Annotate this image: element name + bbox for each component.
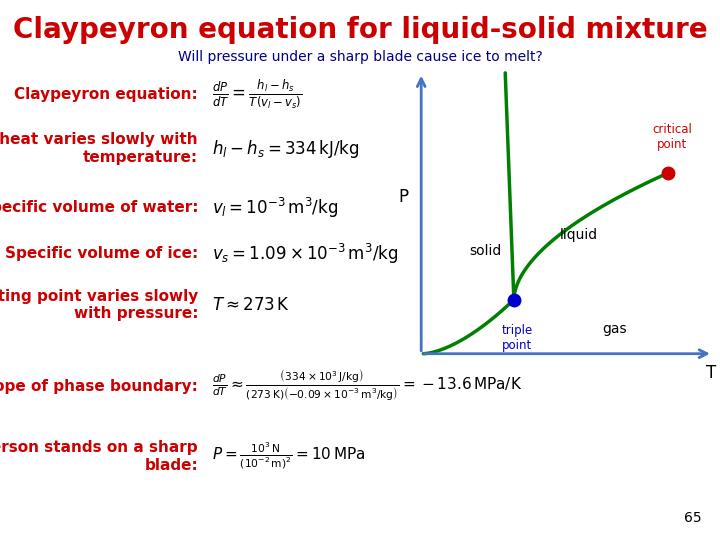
Text: specific volume of water:: specific volume of water: xyxy=(0,200,198,215)
Text: Latent heat varies slowly with
temperature:: Latent heat varies slowly with temperatu… xyxy=(0,132,198,165)
Text: $T \approx 273\,\mathrm{K}$: $T \approx 273\,\mathrm{K}$ xyxy=(212,296,291,314)
Text: $v_s = 1.09 \times 10^{-3}\,\mathrm{m^3/kg}$: $v_s = 1.09 \times 10^{-3}\,\mathrm{m^3/… xyxy=(212,242,399,266)
Text: $\frac{dP}{dT} \approx \frac{\left(334\times10^3\,\mathrm{J/kg}\right)}{\left(27: $\frac{dP}{dT} \approx \frac{\left(334\t… xyxy=(212,369,523,403)
Text: P: P xyxy=(398,188,408,206)
Text: 65: 65 xyxy=(685,511,702,525)
Text: Specific volume of ice:: Specific volume of ice: xyxy=(5,246,198,261)
Text: $\frac{dP}{dT} = \frac{h_l-h_s}{T(v_l-v_s)}$: $\frac{dP}{dT} = \frac{h_l-h_s}{T(v_l-v_… xyxy=(212,78,303,111)
Text: $P = \frac{10^3\,\mathrm{N}}{\left(10^{-2}\,\mathrm{m}\right)^2}= 10\,\mathrm{MP: $P = \frac{10^3\,\mathrm{N}}{\left(10^{-… xyxy=(212,441,366,471)
Text: Claypeyron equation:: Claypeyron equation: xyxy=(14,87,198,102)
Text: $h_l - h_s = 334\,\mathrm{kJ/kg}$: $h_l - h_s = 334\,\mathrm{kJ/kg}$ xyxy=(212,138,360,159)
Text: gas: gas xyxy=(603,322,627,336)
Text: liquid: liquid xyxy=(559,228,598,242)
Text: critical
point: critical point xyxy=(652,123,692,151)
Text: T: T xyxy=(706,363,716,382)
Text: $v_l = 10^{-3}\,\mathrm{m^3/kg}$: $v_l = 10^{-3}\,\mathrm{m^3/kg}$ xyxy=(212,196,338,220)
Text: Will pressure under a sharp blade cause ice to melt?: Will pressure under a sharp blade cause … xyxy=(178,50,542,64)
Text: solid: solid xyxy=(469,244,501,258)
Text: Slope of phase boundary:: Slope of phase boundary: xyxy=(0,379,198,394)
Text: A person stands on a sharp
blade:: A person stands on a sharp blade: xyxy=(0,440,198,472)
Text: triple
point: triple point xyxy=(502,324,533,352)
Text: Melting point varies slowly
with pressure:: Melting point varies slowly with pressur… xyxy=(0,289,198,321)
Text: Claypeyron equation for liquid-solid mixture: Claypeyron equation for liquid-solid mix… xyxy=(13,16,708,44)
